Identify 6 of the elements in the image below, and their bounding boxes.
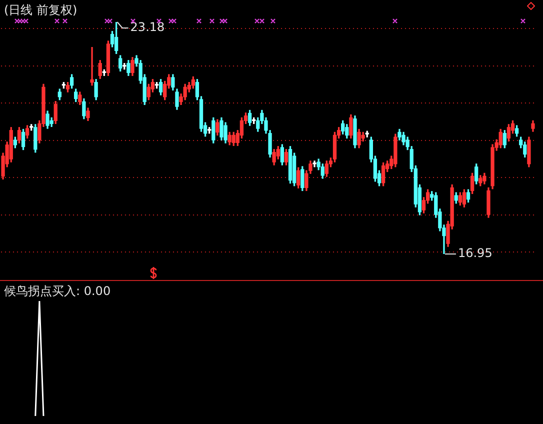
chart-title: 候鸟拐点买入: 0.00 — [4, 283, 111, 300]
chart-title: (日线 前复权) — [4, 2, 78, 19]
candlestick — [90, 46, 94, 86]
candlestick — [312, 160, 316, 168]
annotation: 16.95 — [458, 246, 492, 260]
annotation: 23.18 — [130, 20, 165, 34]
